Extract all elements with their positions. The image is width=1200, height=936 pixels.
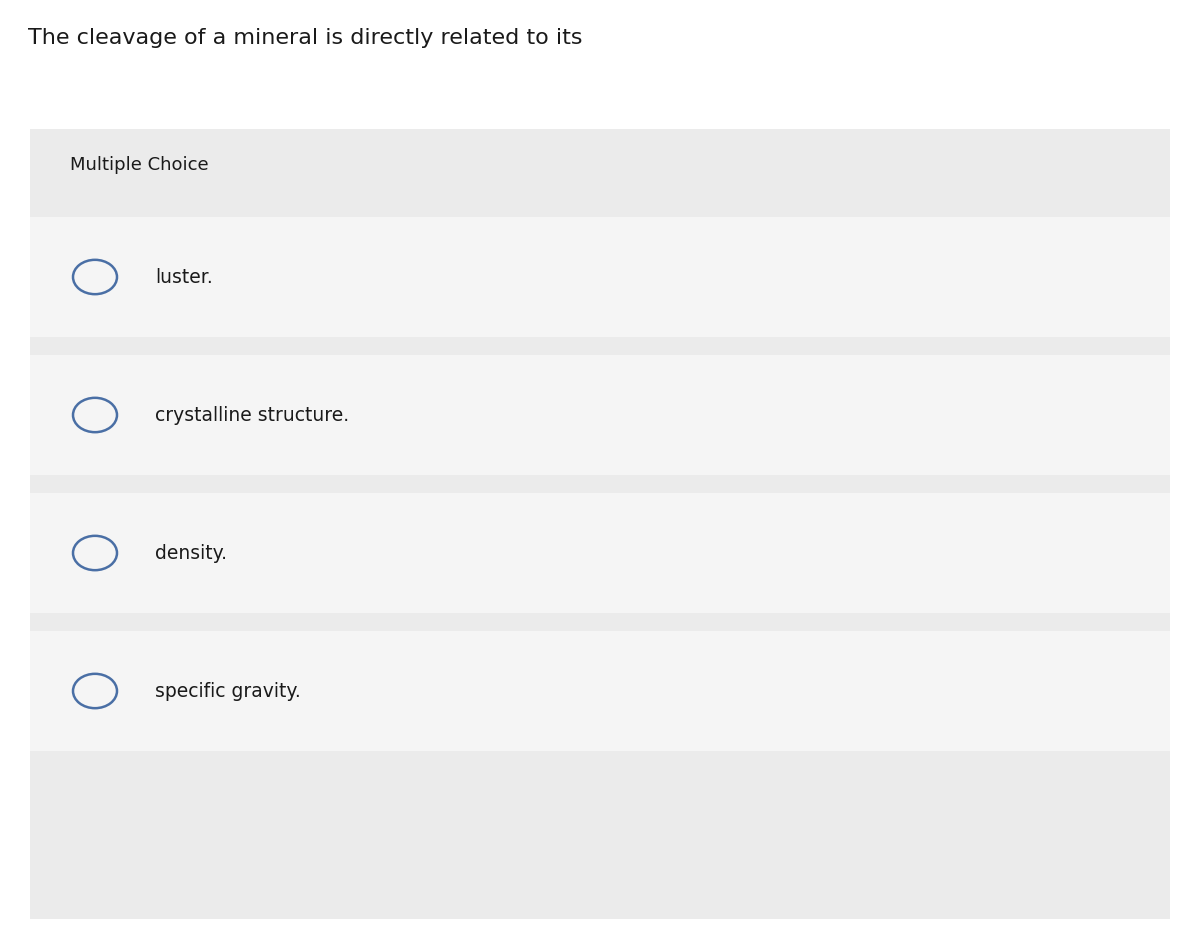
Bar <box>30 130 1170 919</box>
Text: density.: density. <box>155 544 227 563</box>
Bar <box>30 493 1170 613</box>
Text: Multiple Choice: Multiple Choice <box>70 155 209 174</box>
Bar <box>30 218 1170 338</box>
Bar <box>30 356 1170 475</box>
Text: specific gravity.: specific gravity. <box>155 681 301 701</box>
Text: crystalline structure.: crystalline structure. <box>155 406 349 425</box>
Text: The cleavage of a mineral is directly related to its: The cleavage of a mineral is directly re… <box>28 28 582 48</box>
Bar <box>30 631 1170 752</box>
Bar <box>30 130 1170 199</box>
Text: luster.: luster. <box>155 269 212 287</box>
